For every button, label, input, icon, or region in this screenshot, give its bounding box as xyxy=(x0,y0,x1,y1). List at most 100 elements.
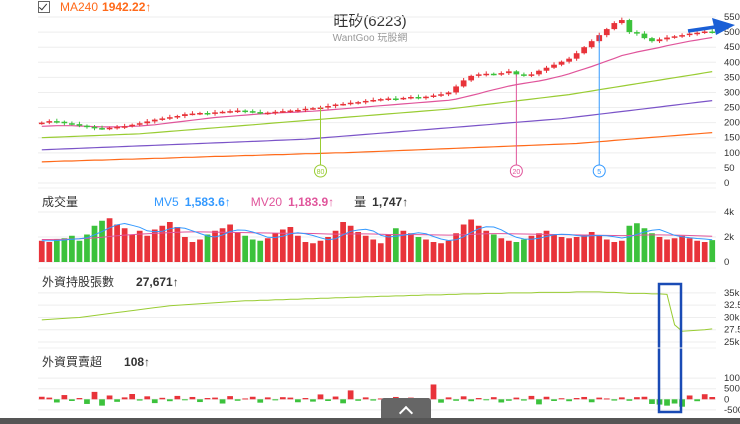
chart-subtitle: WantGoo 玩股網 xyxy=(332,33,408,44)
volume-bar xyxy=(197,239,203,262)
volume-bar xyxy=(234,232,241,262)
netbuy-bar xyxy=(453,399,459,401)
volume-bar xyxy=(634,223,640,262)
candle-body xyxy=(385,98,392,100)
volume-bar xyxy=(415,237,422,262)
candle-body xyxy=(370,100,377,102)
candle-body xyxy=(588,41,595,48)
candle-body xyxy=(242,110,249,113)
volume-bar xyxy=(596,235,603,262)
candle-body xyxy=(53,121,60,123)
netbuy-bar xyxy=(701,394,708,400)
candle-body xyxy=(498,73,505,75)
netbuy-bar xyxy=(91,391,98,400)
volume-bar xyxy=(649,233,655,262)
volume-bar xyxy=(84,234,90,262)
ma240-legend[interactable]: MA240 1942.22↑ xyxy=(38,0,151,14)
volume-bar xyxy=(129,234,136,262)
candle-body xyxy=(513,71,520,75)
volume-bar xyxy=(400,230,407,262)
holding-y-tick: 27.5k xyxy=(724,325,740,336)
bottom-scrollbar[interactable] xyxy=(0,418,740,424)
candle-body xyxy=(325,106,331,108)
volume-bar xyxy=(204,234,211,262)
netbuy-bar xyxy=(505,399,512,401)
volume-bar xyxy=(505,240,512,262)
candle-body xyxy=(573,53,580,59)
netbuy-bar xyxy=(588,399,595,403)
netbuy-bar xyxy=(204,398,211,400)
volume-bar xyxy=(430,242,437,262)
price-y-tick: 150 xyxy=(724,133,740,144)
netbuy-bar xyxy=(219,399,226,404)
netbuy-legend: 外資買賣超 108↑ xyxy=(42,353,150,370)
netbuy-bar xyxy=(596,397,603,400)
netbuy-y-tick: 500 xyxy=(724,384,740,395)
volume-bar xyxy=(325,237,331,262)
netbuy-bar xyxy=(189,396,196,400)
marker-label: 20 xyxy=(512,169,520,176)
holding-line xyxy=(41,291,713,332)
candle-body xyxy=(611,23,618,30)
holding-y-tick: 30k xyxy=(724,312,740,323)
volume-bar xyxy=(521,239,527,262)
candle-body xyxy=(234,110,241,113)
netbuy-bar xyxy=(46,397,53,400)
volume-bar xyxy=(551,234,557,262)
candle-body xyxy=(483,73,490,76)
holding-value: 27,671↑ xyxy=(136,274,179,289)
candle-body xyxy=(159,118,166,120)
netbuy-bar xyxy=(498,399,505,403)
candle-body xyxy=(664,37,670,40)
netbuy-bar xyxy=(257,399,264,403)
candle-body xyxy=(558,61,565,65)
candle-body xyxy=(121,126,128,128)
netbuy-bar xyxy=(709,397,716,400)
netbuy-bar xyxy=(566,399,572,402)
volume-bar xyxy=(558,237,565,262)
volume-bar xyxy=(249,239,256,262)
holding-y-tick: 25k xyxy=(724,337,740,348)
price-y-tick: 450 xyxy=(724,42,740,53)
candle-body xyxy=(272,111,279,114)
netbuy-bar xyxy=(166,399,173,402)
netbuy-bar xyxy=(332,396,339,400)
candle-body xyxy=(438,94,444,96)
netbuy-bar xyxy=(438,399,444,403)
candle-body xyxy=(430,95,437,97)
mv5-value: 1,583.6↑ xyxy=(184,194,231,209)
candle-body xyxy=(445,92,452,95)
candle-body xyxy=(701,31,708,34)
netbuy-bar xyxy=(573,398,580,400)
volume-bar xyxy=(370,239,377,262)
volume-bar xyxy=(106,218,113,262)
candle-body xyxy=(392,98,399,100)
candle-body xyxy=(603,29,610,36)
marker-label: 5 xyxy=(597,169,601,176)
price-y-tick: 50 xyxy=(724,163,735,174)
volume-bar xyxy=(701,242,708,262)
volume-bar xyxy=(61,238,68,262)
candle-body xyxy=(61,121,68,124)
volume-bar xyxy=(53,239,60,262)
netbuy-bar xyxy=(197,399,203,403)
candle-body xyxy=(136,123,143,125)
ma20-line xyxy=(41,36,713,128)
netbuy-bar xyxy=(159,397,166,400)
ma120-line xyxy=(41,100,713,151)
trend-arrow-head xyxy=(712,18,735,35)
volume-bar xyxy=(38,240,45,262)
candle-body xyxy=(99,128,105,130)
netbuy-bar xyxy=(694,399,701,402)
price-y-tick: 500 xyxy=(724,27,740,38)
ma240-checkbox[interactable] xyxy=(38,1,50,13)
netbuy-bar xyxy=(227,396,233,400)
netbuy-bar xyxy=(686,395,693,400)
netbuy-bar xyxy=(69,399,75,401)
volume-bar xyxy=(423,239,429,262)
volume-bar xyxy=(264,238,271,262)
vol-value: 1,747↑ xyxy=(372,194,409,209)
netbuy-bar xyxy=(317,394,324,400)
volume-bar xyxy=(287,227,294,262)
volume-bar xyxy=(671,238,678,262)
